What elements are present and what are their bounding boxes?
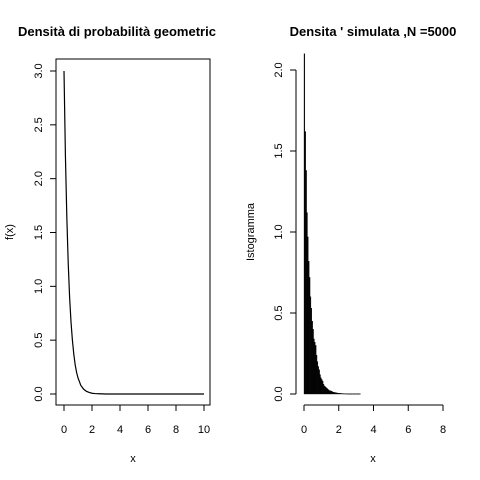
left-y-tick-label: 1.5 xyxy=(33,225,45,240)
left-y-tick-label: 1.0 xyxy=(33,279,45,294)
right-y-tick-label: 0.0 xyxy=(273,386,285,401)
right-x-axis-label: x xyxy=(370,453,376,465)
left-chart: Densità di probabilità geometric 0 2 4 6 8 10… xyxy=(4,24,216,465)
left-y-axis-label: f(x) xyxy=(4,224,16,240)
right-chart: Densita ' simulata ,N =5000 0 2 4 6 8 0.0 0.5… xyxy=(245,24,456,465)
left-x-tick-label: 6 xyxy=(145,424,151,436)
right-y-tick-label: 1.0 xyxy=(273,224,285,239)
left-y-tick-label: 0.0 xyxy=(33,386,45,401)
left-density-curve-group xyxy=(63,70,204,395)
right-y-tick-label: 2.0 xyxy=(273,62,285,77)
right-y-tick-label: 0.5 xyxy=(273,305,285,320)
right-y-axis-label: Istogramma xyxy=(245,202,257,261)
right-x-tick-label: 6 xyxy=(405,424,411,436)
left-x-tick-label: 2 xyxy=(89,424,95,436)
left-x-tick-label: 8 xyxy=(173,424,179,436)
left-chart-title: Densità di probabilità geometric xyxy=(18,24,216,39)
left-x-tick-label: 4 xyxy=(117,424,123,436)
left-y-tick-label: 0.5 xyxy=(33,333,45,348)
left-y-tick-label: 3.0 xyxy=(33,63,45,78)
left-x-axis: 0 2 4 6 8 10 xyxy=(61,404,210,436)
left-y-tick-label: 2.0 xyxy=(33,171,45,186)
right-x-axis: 0 2 4 6 8 xyxy=(301,404,446,436)
right-histogram-bars xyxy=(303,53,361,395)
right-chart-title: Densita ' simulata ,N =5000 xyxy=(290,24,457,39)
left-plot-frame xyxy=(55,58,211,406)
right-x-tick-label: 0 xyxy=(301,424,307,436)
left-y-axis: 0.0 0.5 1.0 1.5 2.0 2.5 3.0 xyxy=(33,63,57,402)
right-x-tick-label: 2 xyxy=(336,424,342,436)
left-x-tick-label: 10 xyxy=(198,424,210,436)
left-y-tick-label: 2.5 xyxy=(33,117,45,132)
left-x-axis-label: x xyxy=(130,453,136,465)
right-y-axis: 0.0 0.5 1.0 1.5 2.0 xyxy=(273,62,297,402)
left-x-tick-label: 0 xyxy=(61,424,67,436)
right-x-tick-label: 4 xyxy=(370,424,376,436)
right-x-tick-label: 8 xyxy=(440,424,446,436)
right-y-tick-label: 1.5 xyxy=(273,143,285,158)
left-density-curve xyxy=(63,70,204,395)
